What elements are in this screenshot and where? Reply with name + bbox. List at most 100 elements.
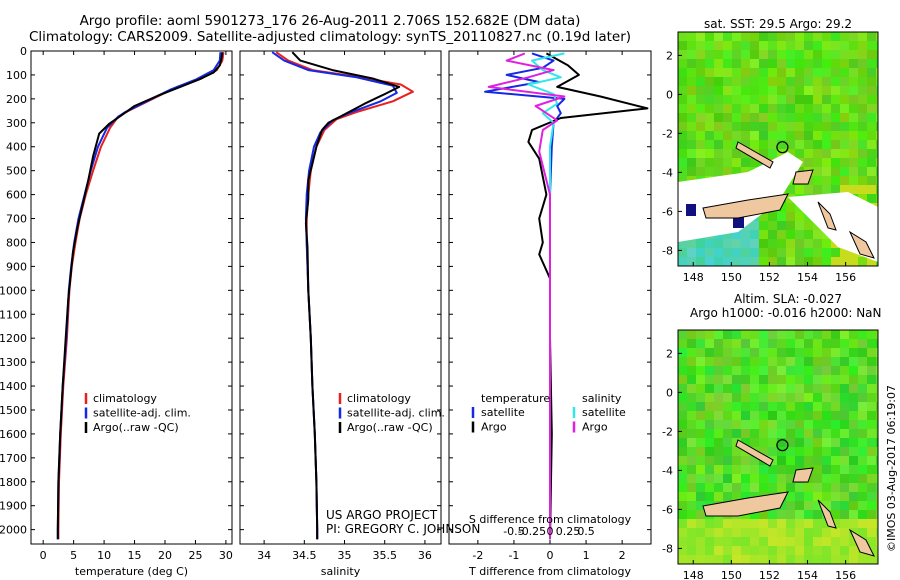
s-xtick-label: -0.25 [518,525,546,538]
map-cell [876,420,878,430]
map-cell [696,86,706,96]
map-cell [768,95,778,105]
map-cell [795,257,805,266]
map-cell [858,330,868,340]
legend-label: satellite-adj. clim. [347,407,445,420]
map-cell [732,257,742,266]
map-cell [714,447,724,457]
map-cell [876,429,878,439]
map-cell [867,411,877,421]
map-cell [795,384,805,394]
map-cell [705,149,715,159]
map-cell [732,248,742,258]
map-cell [750,456,760,466]
map-xtick-label: 148 [683,569,704,580]
map-cell [741,122,751,132]
map-cell [876,68,878,78]
map-cell [858,86,868,96]
map-cell [813,330,823,340]
map-cell [786,537,796,547]
map-cell [768,537,778,547]
map-cell [840,357,850,367]
map-cell [705,420,715,430]
map-cell [723,456,733,466]
map-cell [867,357,877,367]
map-cell [696,510,706,520]
map-cell [705,492,715,502]
map-cell [723,366,733,376]
map-cell [849,519,859,529]
map-cell [831,492,841,502]
map-cell [777,555,787,564]
map-cell [795,86,805,96]
map-cell [768,339,778,349]
map-cell [696,41,706,51]
map-cell [849,113,859,123]
map-cell [849,339,859,349]
ytick-label: 100 [6,69,27,82]
map-cell [777,140,787,150]
map-cell [750,411,760,421]
map-cell [678,366,688,376]
map-ytick-label: -4 [662,166,673,179]
map-cell [750,474,760,484]
map-cell [831,149,841,159]
map-cell [705,167,715,177]
map-cell [777,32,787,42]
map-cell [804,429,814,439]
map-cell [678,420,688,430]
map-cell [678,492,688,502]
map-cell [705,528,715,538]
map-cell [696,68,706,78]
xtick-label-temperature-profile: 10 [97,549,111,562]
map-cell [687,257,697,266]
map-cell [678,257,688,266]
map-cell [723,104,733,114]
ytick-label: 1000 [0,284,27,297]
map-cell [804,492,814,502]
xtick-label-temperature-profile: 15 [128,549,142,562]
map-cell [777,411,787,421]
map-cell [858,50,868,60]
xtick-label-salinity-profile: 34 [257,549,271,562]
map-cell [849,140,859,150]
map-cell [831,546,841,556]
map-cell [750,438,760,448]
map-cell [849,357,859,367]
map-cell [822,104,832,114]
map-cell [822,474,832,484]
map-cell [768,519,778,529]
map-cell [849,149,859,159]
map-cell [768,384,778,394]
x-axis-label-salinity-profile: salinity [321,565,361,578]
missing-data-area [678,152,803,242]
map-cell [795,456,805,466]
map-cell [714,122,724,132]
map-cell [687,95,697,105]
map-cell [759,420,769,430]
map-cell [867,167,877,177]
map-cell [795,149,805,159]
map-cell [804,239,814,249]
map-cell [750,221,760,231]
map-cell [876,113,878,123]
map-cell [687,402,697,412]
map-cell [858,402,868,412]
map-cell [777,239,787,249]
map-cell [804,104,814,114]
map-cell [840,248,850,258]
map-cell [723,149,733,159]
map-cell [813,149,823,159]
map-cell [750,59,760,69]
map-cell [858,411,868,421]
map-cell [795,492,805,502]
xtick-label-difference-from-climatology: 2 [619,549,626,562]
map-cell [714,474,724,484]
map-cell [705,131,715,141]
map-cell [840,384,850,394]
map-cell [876,140,878,150]
map-cell [705,77,715,87]
map-cell [804,537,814,547]
map-cell [696,366,706,376]
map-cell [822,176,832,186]
